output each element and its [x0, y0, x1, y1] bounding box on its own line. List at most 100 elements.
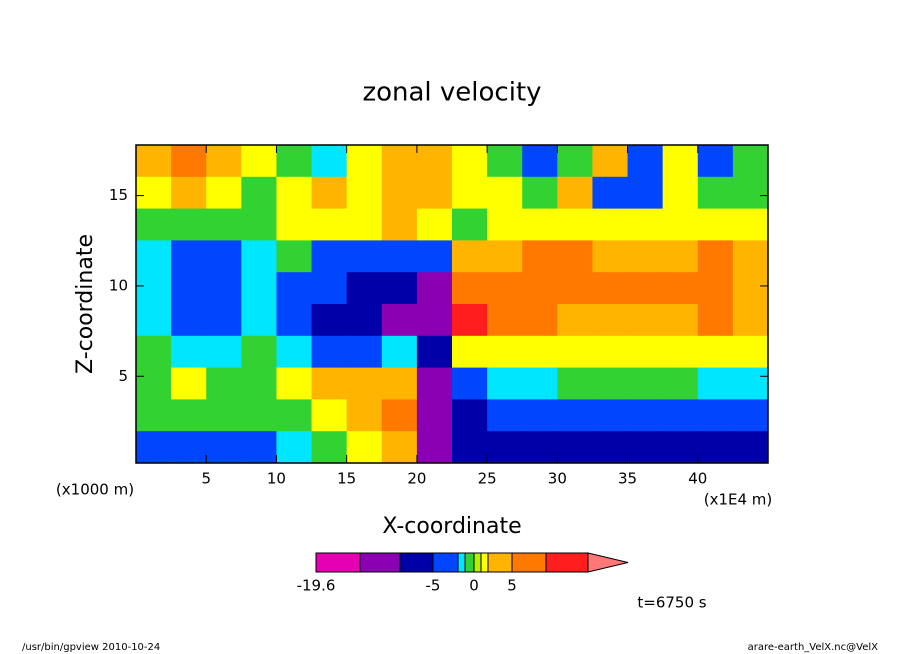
field-cell	[452, 176, 488, 210]
field-cell	[557, 304, 593, 337]
field-cell	[452, 208, 488, 241]
field-cell	[487, 304, 523, 337]
field-cell	[522, 335, 558, 369]
colorbar-extend	[587, 552, 629, 573]
field-cell	[311, 208, 348, 241]
x-tick-label: 5	[201, 470, 211, 488]
field-cell	[487, 272, 523, 305]
field-cell	[522, 399, 558, 432]
field-cell	[241, 335, 277, 369]
field-cell	[416, 431, 453, 464]
field-cell	[171, 304, 207, 337]
field-cell	[452, 431, 488, 464]
field-cell	[416, 399, 453, 432]
field-cell	[381, 399, 418, 432]
x-tick-label: 25	[478, 470, 497, 488]
field-cell	[276, 335, 313, 369]
field-cell	[662, 208, 699, 241]
field-cell	[241, 304, 277, 337]
field-cell	[627, 367, 664, 400]
y-tick-label: 5	[118, 367, 128, 385]
x-tick-label: 10	[267, 470, 286, 488]
field-cell	[136, 240, 172, 273]
field-cell	[662, 240, 699, 273]
field-cell	[276, 176, 313, 210]
field-cell	[557, 335, 593, 369]
field-cell	[662, 399, 699, 432]
field-cell	[311, 335, 348, 369]
colorbar-segment	[473, 552, 482, 573]
plot-frame	[135, 144, 769, 464]
field-cell	[557, 272, 593, 305]
field-cell	[732, 176, 769, 210]
field-cell	[241, 176, 277, 210]
field-cell	[136, 304, 172, 337]
field-cell	[662, 272, 699, 305]
field-cell	[311, 399, 348, 432]
field-cell	[557, 399, 593, 432]
field-cell	[381, 367, 418, 400]
field-cell	[346, 176, 383, 210]
y-axis-label: Z-coordinate	[73, 234, 98, 374]
field-cell	[171, 367, 207, 400]
field-cell	[241, 272, 277, 305]
field-cell	[241, 145, 277, 178]
field-cell	[522, 176, 558, 210]
field-cell	[381, 176, 418, 210]
field-cell	[276, 399, 313, 432]
field-cell	[346, 208, 383, 241]
field-cell	[136, 335, 172, 369]
field-cell	[487, 240, 523, 273]
field-cell	[592, 272, 629, 305]
field-cell	[136, 176, 172, 210]
field-cell	[592, 208, 629, 241]
field-cell	[592, 367, 629, 400]
field-cell	[311, 176, 348, 210]
field-cell	[732, 367, 769, 400]
colorbar-segment	[480, 552, 489, 573]
field-cell	[346, 367, 383, 400]
field-cell	[381, 240, 418, 273]
field-cell	[522, 367, 558, 400]
field-cell	[381, 431, 418, 464]
field-cell	[136, 431, 172, 464]
field-cell	[311, 145, 348, 178]
field-cell	[241, 431, 277, 464]
y-unit: (x1000 m)	[56, 481, 134, 499]
field-cell	[697, 304, 734, 337]
field-cell	[171, 240, 207, 273]
field-cell	[522, 304, 558, 337]
colorbar-segment	[457, 552, 466, 573]
colorbar-segment	[464, 552, 475, 573]
field-cell	[732, 272, 769, 305]
y-tick-label: 15	[109, 186, 128, 204]
field-cell	[452, 399, 488, 432]
field-cell	[311, 431, 348, 464]
colorbar-tick-label: -5	[426, 577, 441, 595]
field-cell	[452, 367, 488, 400]
footer-left: /usr/bin/gpview 2010-10-24	[22, 642, 160, 653]
field-cell	[136, 272, 172, 305]
field-cell	[206, 335, 242, 369]
field-cell	[416, 335, 453, 369]
field-cell	[627, 176, 664, 210]
field-cell	[732, 399, 769, 432]
field-cell	[416, 145, 453, 178]
field-cell	[697, 272, 734, 305]
field-cell	[452, 304, 488, 337]
field-cell	[346, 272, 383, 305]
colorbar-segment	[545, 552, 589, 573]
field-cell	[416, 176, 453, 210]
field-cell	[206, 399, 242, 432]
field-cell	[662, 367, 699, 400]
field-cell	[452, 145, 488, 178]
x-tick-label: 35	[618, 470, 637, 488]
field-cell	[522, 240, 558, 273]
field-cell	[346, 399, 383, 432]
field-cell	[311, 240, 348, 273]
field-cell	[592, 431, 629, 464]
field-cell	[276, 367, 313, 400]
field-cell	[136, 145, 172, 178]
field-cell	[557, 208, 593, 241]
field-cell	[206, 272, 242, 305]
